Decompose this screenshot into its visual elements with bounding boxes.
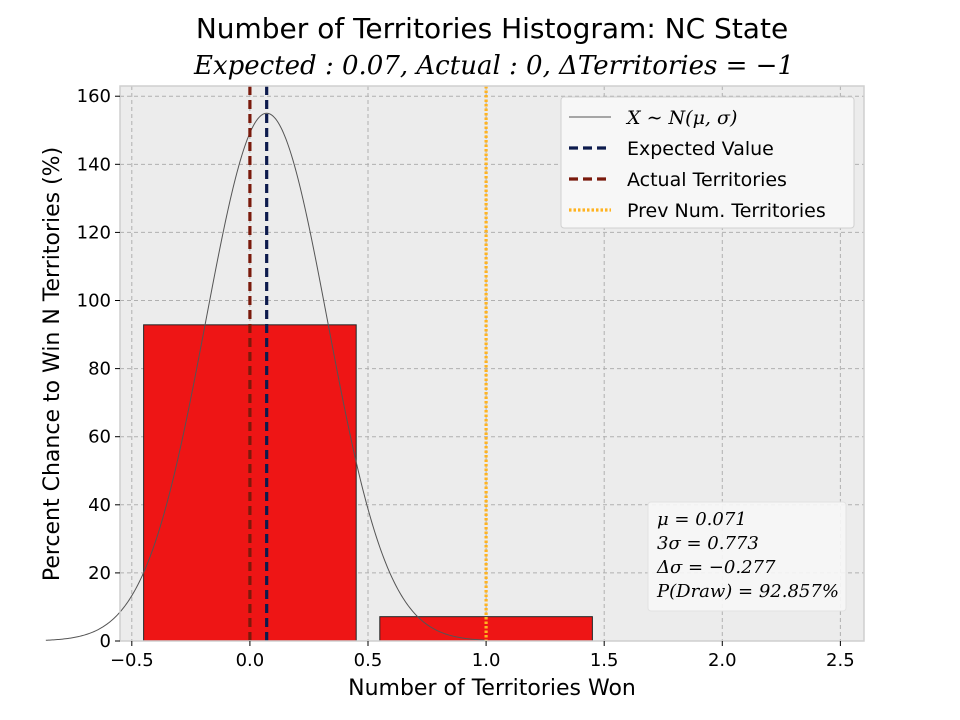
y-tick-label: 140 bbox=[77, 154, 111, 175]
y-tick-label: 100 bbox=[77, 291, 111, 312]
y-tick-label: 160 bbox=[77, 86, 111, 107]
y-tick-label: 80 bbox=[88, 359, 111, 380]
legend-label: Expected Value bbox=[627, 138, 774, 160]
x-tick-label: 0.0 bbox=[236, 650, 265, 671]
chart-subtitle: Expected : 0.07, Actual : 0, ΔTerritorie… bbox=[193, 51, 794, 81]
chart-title: Number of Territories Histogram: NC Stat… bbox=[196, 12, 788, 45]
x-tick-label: 2.0 bbox=[708, 650, 737, 671]
x-tick-label: −0.5 bbox=[110, 650, 154, 671]
legend-label: Prev Num. Territories bbox=[627, 200, 826, 222]
y-tick-label: 120 bbox=[77, 222, 111, 243]
x-tick-label: 0.5 bbox=[354, 650, 383, 671]
y-axis-label: Percent Chance to Win N Territories (%) bbox=[40, 147, 65, 581]
y-tick-label: 60 bbox=[88, 427, 111, 448]
reference-lines bbox=[248, 86, 488, 641]
legend-label: X ∼ N(μ, σ) bbox=[625, 107, 737, 129]
x-axis-label: Number of Territories Won bbox=[348, 676, 636, 701]
stats-line: 3σ = 0.773 bbox=[657, 533, 759, 554]
stats-box-background bbox=[647, 501, 847, 612]
stats-box: μ = 0.071 3σ = 0.773 Δσ = −0.277 P(Draw) = … bbox=[647, 501, 847, 612]
stats-line: P(Draw) = 92.857% bbox=[656, 581, 839, 602]
x-tick-label: 2.5 bbox=[826, 650, 855, 671]
legend: X ∼ N(μ, σ) Expected Value Actual Territor… bbox=[560, 96, 855, 229]
plot-frame bbox=[119, 85, 865, 642]
y-tick-label: 20 bbox=[88, 563, 111, 584]
y-tick-label: 0 bbox=[100, 631, 111, 652]
legend-box bbox=[560, 96, 855, 229]
x-tick-label: 1.5 bbox=[590, 650, 619, 671]
axis-ticks: −0.5 0.0 0.5 1.0 1.5 2.0 2.5 0 20 40 60 80 100 120 140… bbox=[77, 86, 855, 671]
x-tick-label: 1.0 bbox=[472, 650, 501, 671]
legend-label: Actual Territories bbox=[627, 169, 787, 191]
stats-line: μ = 0.071 bbox=[657, 509, 747, 530]
y-tick-label: 40 bbox=[88, 495, 111, 516]
stats-line: Δσ = −0.277 bbox=[656, 557, 776, 578]
